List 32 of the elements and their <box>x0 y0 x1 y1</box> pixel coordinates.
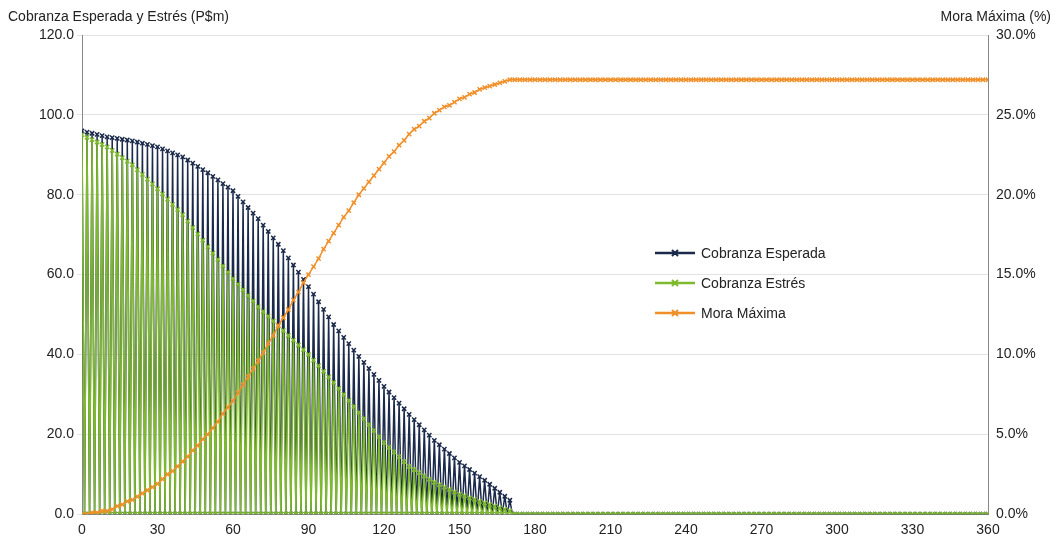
y2-tick-label: 25.0% <box>996 105 1036 122</box>
x-tick-label: 360 <box>976 521 1000 538</box>
x-tick-label: 180 <box>523 521 547 538</box>
y-tick-label: 100.0 <box>38 105 75 122</box>
x-tick-label: 150 <box>447 521 472 538</box>
x-tick-label: 240 <box>674 521 698 538</box>
y2-tick-label: 10.0% <box>996 345 1036 362</box>
x-tick-label: 210 <box>598 521 623 538</box>
legend-label: Mora Máxima <box>701 305 786 321</box>
y-tick-label: 60.0 <box>46 265 75 282</box>
y2-axis-title: Mora Máxima (%) <box>940 8 1051 24</box>
x-tick-label: 90 <box>300 521 317 538</box>
x-tick-label: 60 <box>225 521 241 538</box>
y2-tick-label: 5.0% <box>996 425 1028 442</box>
y2-tick-label: 30.0% <box>996 25 1036 42</box>
x-tick-label: 30 <box>149 521 166 538</box>
x-tick-label: 300 <box>825 521 849 538</box>
y2-tick-label: 0.0% <box>996 505 1028 522</box>
y-tick-label: 80.0 <box>46 185 75 202</box>
legend-label: Cobranza Estrés <box>701 275 806 291</box>
x-tick-label: 120 <box>372 521 396 538</box>
x-tick-label: 330 <box>900 521 925 538</box>
y-tick-label: 0.0 <box>54 505 75 522</box>
y-axis-title: Cobranza Esperada y Estrés (P$m) <box>8 8 229 24</box>
legend-label: Cobranza Esperada <box>701 245 826 261</box>
y-tick-label: 40.0 <box>46 345 75 362</box>
y-tick-label: 120.0 <box>38 25 75 42</box>
y-tick-label: 20.0 <box>46 425 75 442</box>
x-tick-label: 0 <box>78 521 87 538</box>
y2-tick-label: 20.0% <box>996 185 1036 202</box>
y2-tick-label: 15.0% <box>996 265 1036 282</box>
x-tick-label: 270 <box>749 521 774 538</box>
